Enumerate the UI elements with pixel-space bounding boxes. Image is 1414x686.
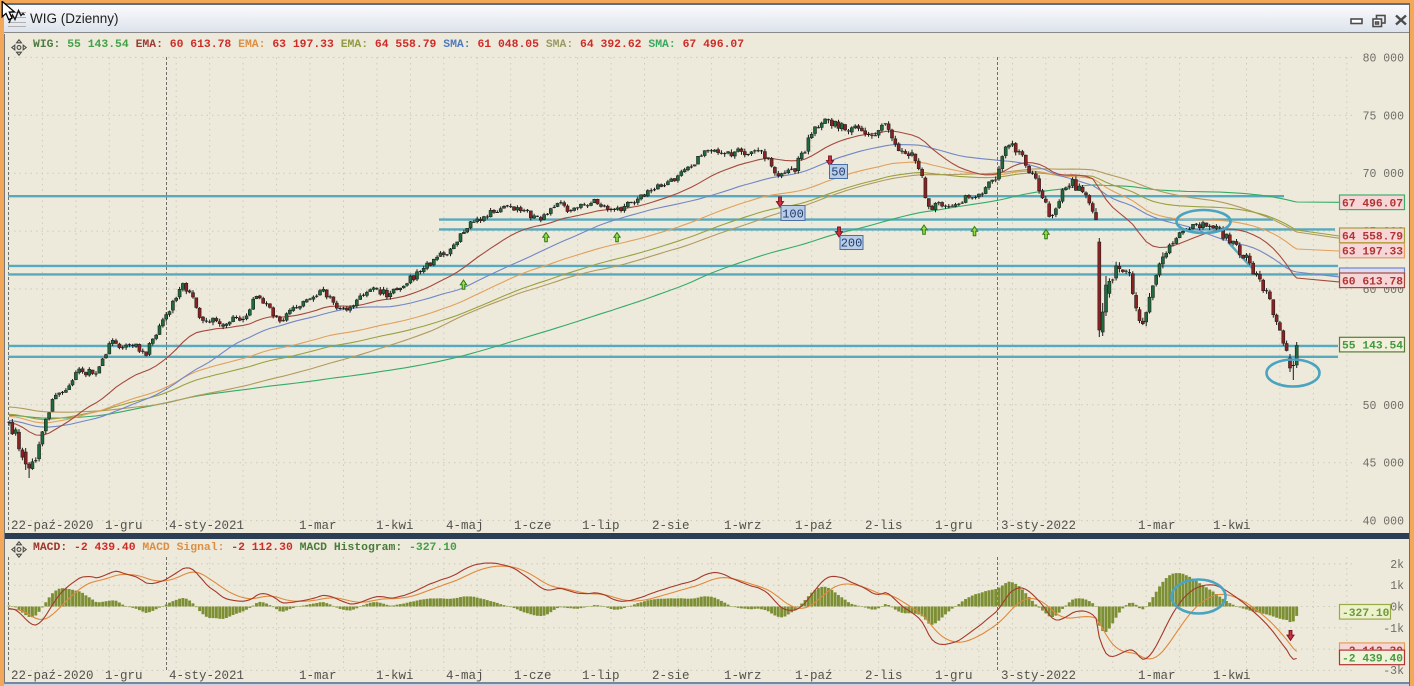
svg-text:22-paź-2020: 22-paź-2020 xyxy=(11,519,94,533)
svg-text:1k: 1k xyxy=(1390,580,1404,593)
svg-text:50 000: 50 000 xyxy=(1363,400,1405,413)
svg-text:4-sty-2021: 4-sty-2021 xyxy=(169,669,244,683)
svg-text:70 000: 70 000 xyxy=(1363,168,1405,181)
svg-text:1-gru: 1-gru xyxy=(105,669,143,683)
svg-text:2-sie: 2-sie xyxy=(652,519,690,533)
svg-text:-327.10: -327.10 xyxy=(1342,608,1390,620)
svg-text:75 000: 75 000 xyxy=(1363,110,1405,123)
svg-text:1-lip: 1-lip xyxy=(582,519,620,533)
svg-text:1-wrz: 1-wrz xyxy=(724,519,762,533)
svg-text:1-wrz: 1-wrz xyxy=(724,669,762,683)
svg-text:1-kwi: 1-kwi xyxy=(376,519,414,533)
svg-text:-1k: -1k xyxy=(1383,623,1404,636)
svg-text:100: 100 xyxy=(782,208,804,222)
svg-text:67 496.07: 67 496.07 xyxy=(1342,198,1403,210)
svg-text:3-sty-2022: 3-sty-2022 xyxy=(1001,669,1076,683)
svg-text:1-lip: 1-lip xyxy=(582,669,620,683)
svg-text:1-gru: 1-gru xyxy=(105,519,143,533)
svg-text:2k: 2k xyxy=(1390,559,1404,572)
svg-text:1-cze: 1-cze xyxy=(514,519,552,533)
svg-text:55 143.54: 55 143.54 xyxy=(1342,341,1403,353)
svg-text:64 558.79: 64 558.79 xyxy=(1342,231,1403,243)
svg-text:50: 50 xyxy=(831,166,845,180)
svg-text:2-sie: 2-sie xyxy=(652,669,690,683)
svg-text:0k: 0k xyxy=(1390,602,1404,615)
svg-text:4-maj: 4-maj xyxy=(446,519,484,533)
svg-text:4-maj: 4-maj xyxy=(446,669,484,683)
svg-text:80 000: 80 000 xyxy=(1363,52,1405,65)
svg-text:-3k: -3k xyxy=(1383,665,1404,678)
svg-text:4-sty-2021: 4-sty-2021 xyxy=(169,519,244,533)
svg-text:1-kwi: 1-kwi xyxy=(1213,669,1251,683)
svg-text:45 000: 45 000 xyxy=(1363,458,1405,471)
svg-text:200: 200 xyxy=(841,237,863,251)
svg-text:1-mar: 1-mar xyxy=(299,519,337,533)
svg-text:1-kwi: 1-kwi xyxy=(1213,519,1251,533)
svg-text:22-paź-2020: 22-paź-2020 xyxy=(11,669,94,683)
svg-text:40 000: 40 000 xyxy=(1363,516,1405,529)
svg-text:1-paź: 1-paź xyxy=(795,669,833,683)
svg-text:60 613.78: 60 613.78 xyxy=(1342,276,1403,288)
svg-text:2-lis: 2-lis xyxy=(865,669,903,683)
svg-text:3-sty-2022: 3-sty-2022 xyxy=(1001,519,1076,533)
svg-text:1-cze: 1-cze xyxy=(514,669,552,683)
svg-text:1-gru: 1-gru xyxy=(935,669,973,683)
svg-text:2-lis: 2-lis xyxy=(865,519,903,533)
svg-text:1-gru: 1-gru xyxy=(935,519,973,533)
svg-text:1-paź: 1-paź xyxy=(795,519,833,533)
svg-text:1-mar: 1-mar xyxy=(1138,519,1176,533)
svg-text:1-mar: 1-mar xyxy=(299,669,337,683)
svg-text:63 197.33: 63 197.33 xyxy=(1342,247,1403,259)
svg-text:-2 439.40: -2 439.40 xyxy=(1342,653,1403,665)
svg-text:1-mar: 1-mar xyxy=(1138,669,1176,683)
svg-text:1-kwi: 1-kwi xyxy=(376,669,414,683)
